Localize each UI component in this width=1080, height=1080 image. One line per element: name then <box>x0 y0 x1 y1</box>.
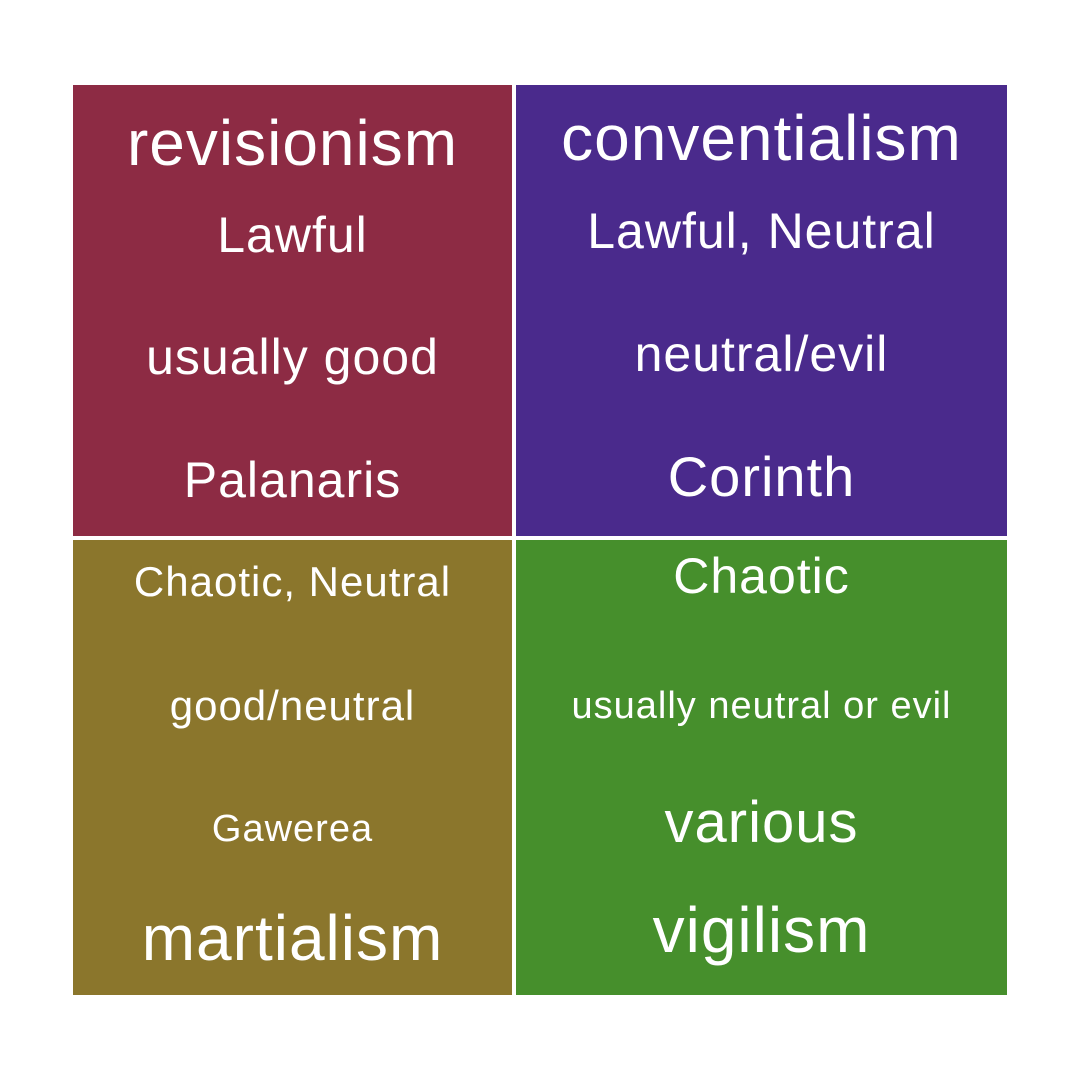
quadrant-martialism: Chaotic, Neutral good/neutral Gawerea ma… <box>73 540 512 995</box>
law-alignment-label: Lawful, Neutral <box>587 203 936 259</box>
morality-label: usually neutral or evil <box>571 685 952 727</box>
morality-label: good/neutral <box>169 682 416 729</box>
law-alignment-label: Chaotic <box>673 548 850 604</box>
morality-label: usually good <box>146 329 439 385</box>
quadrant-title: revisionism <box>126 107 459 179</box>
quadrant-title: conventialism <box>561 102 962 174</box>
place-label: Corinth <box>667 445 856 508</box>
quadrant-title: martialism <box>141 902 444 974</box>
quadrant-title: vigilism <box>652 894 871 966</box>
morality-label: neutral/evil <box>634 326 889 382</box>
quadrant-conventialism: conventialism Lawful, Neutral neutral/ev… <box>516 85 1007 536</box>
place-label: various <box>664 790 859 855</box>
quadrant-vigilism: Chaotic usually neutral or evil various … <box>516 540 1007 995</box>
place-label: Palanaris <box>183 452 402 508</box>
law-alignment-label: Lawful <box>217 207 368 263</box>
quadrant-revisionism: revisionism Lawful usually good Palanari… <box>73 85 512 536</box>
place-label: Gawerea <box>211 808 374 850</box>
law-alignment-label: Chaotic, Neutral <box>133 558 452 605</box>
